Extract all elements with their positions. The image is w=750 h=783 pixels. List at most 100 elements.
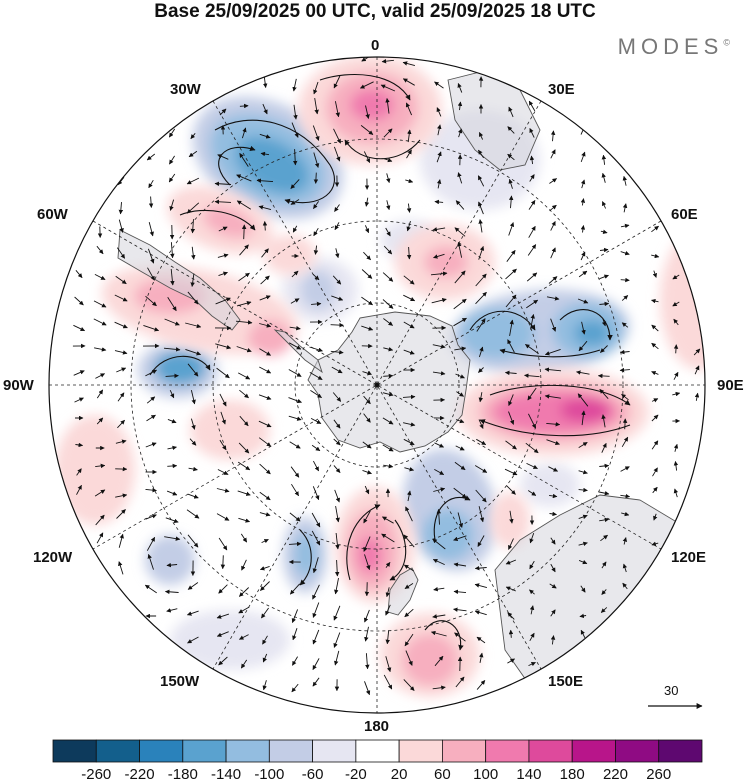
wind-vector <box>404 467 415 472</box>
wind-vector <box>456 391 464 397</box>
wind-vector <box>672 274 680 280</box>
wind-vector <box>262 653 268 663</box>
wind-vector <box>544 348 561 356</box>
colorbar-swatch <box>398 739 443 763</box>
wind-vector <box>361 269 373 279</box>
wind-vector <box>237 372 251 380</box>
wind-vector <box>293 104 298 120</box>
wind-vector <box>144 584 157 594</box>
wind-vector <box>330 322 344 328</box>
wind-vector <box>189 438 197 446</box>
wind-vector <box>116 367 127 373</box>
wind-vector <box>333 605 341 621</box>
wind-vector <box>577 298 589 304</box>
wind-vector <box>186 177 200 185</box>
wind-vector <box>288 415 302 421</box>
wind-vector <box>216 513 230 521</box>
wind-vector <box>261 607 269 619</box>
wind-vector <box>259 348 271 356</box>
wind-vector <box>383 463 394 469</box>
wind-vector <box>620 277 630 283</box>
wind-vector <box>218 271 228 277</box>
wind-vector <box>504 468 518 476</box>
colorbar-swatch <box>95 739 140 763</box>
wind-vector <box>478 506 485 523</box>
wind-vector <box>238 517 251 523</box>
colorbar-swatch <box>52 739 97 763</box>
wind-vector <box>364 554 371 571</box>
wind-vector <box>236 346 252 353</box>
colorbar-swatch <box>571 739 616 763</box>
wind-vector <box>148 221 154 237</box>
wind-vector <box>528 100 536 112</box>
wind-vector <box>580 151 586 163</box>
wind-vector <box>406 149 412 159</box>
wind-vector <box>187 582 199 590</box>
lon-label-0: 0 <box>371 37 380 54</box>
wind-vector <box>434 442 445 448</box>
wind-vector <box>73 370 85 376</box>
wind-vector <box>94 347 107 352</box>
wind-vector <box>332 275 342 285</box>
wind-vector <box>363 395 371 405</box>
wind-vector <box>506 485 516 495</box>
lon-label-120e: 120E <box>671 549 707 566</box>
wind-vector <box>168 128 176 138</box>
wind-vector <box>579 613 587 619</box>
colorbar-tick-label: 220 <box>602 766 628 783</box>
wind-vector <box>403 438 415 446</box>
wind-vector <box>214 181 232 186</box>
wind-vector <box>507 658 515 664</box>
wind-vector <box>241 127 247 139</box>
wind-vector <box>549 204 557 212</box>
colorbar-tick-label: 140 <box>516 766 542 783</box>
wind-vector <box>96 245 104 255</box>
wind-vector <box>166 608 178 613</box>
wind-vector <box>673 371 679 380</box>
reference-vector-label: 30 <box>664 683 679 698</box>
wind-vector <box>312 677 320 687</box>
colorbar-tick-label: -180 <box>167 766 198 783</box>
wind-vector <box>525 344 539 354</box>
wind-vector <box>259 463 271 475</box>
wind-vector <box>187 493 199 499</box>
wind-vector <box>403 275 415 285</box>
wind-vector <box>476 680 486 690</box>
colorbar-tick-label: -100 <box>254 766 285 783</box>
wind-vector <box>147 553 154 570</box>
wind-vector <box>600 607 608 613</box>
wind-vector <box>363 536 371 552</box>
wind-vector <box>313 81 319 95</box>
wind-vector <box>93 300 107 308</box>
wind-vector <box>622 175 628 186</box>
colorbar-tick-label: 20 <box>390 766 408 783</box>
wind-vector <box>457 128 463 138</box>
wind-vector <box>292 656 298 666</box>
wind-vector <box>383 347 394 352</box>
wind-vector <box>385 562 391 568</box>
wind-vector <box>114 350 128 355</box>
wind-vector <box>550 149 556 159</box>
wind-vector <box>383 318 393 326</box>
wind-vector <box>330 350 344 355</box>
wind-vector <box>363 251 371 261</box>
wind-vector <box>259 295 271 301</box>
wind-vector <box>290 179 300 189</box>
wind-vector <box>580 251 586 261</box>
wind-vector <box>693 348 701 356</box>
wind-vector <box>76 484 82 495</box>
south-pole-marker <box>374 382 380 388</box>
wind-vector <box>526 299 539 309</box>
wind-vector <box>405 650 413 666</box>
colorbar-tick-label: -20 <box>345 766 367 783</box>
wind-vector <box>258 205 272 211</box>
wind-vector <box>622 418 628 430</box>
wind-vector <box>240 533 248 543</box>
south-america <box>117 229 241 331</box>
wind-vector <box>291 122 299 138</box>
map-disc <box>49 57 705 713</box>
brand-text: MODES <box>617 34 724 59</box>
wind-vector <box>115 439 127 444</box>
wind-vector <box>238 272 250 282</box>
wind-vector <box>475 291 487 305</box>
